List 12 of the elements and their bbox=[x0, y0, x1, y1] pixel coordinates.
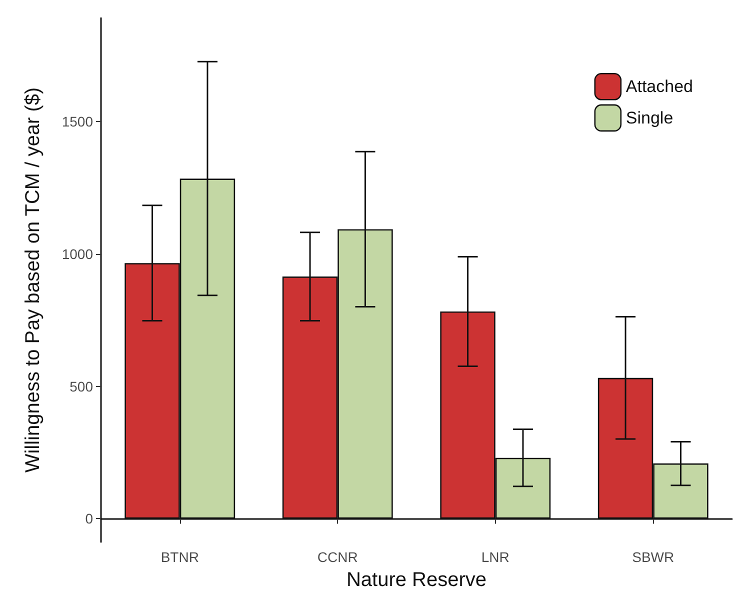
x-tick-label: BTNR bbox=[160, 549, 199, 565]
y-axis-title: Willingness to Pay based on TCM / year ($) bbox=[22, 87, 44, 473]
legend-label: Single bbox=[626, 108, 674, 128]
y-tick-label: 0 bbox=[85, 510, 94, 527]
x-tick-label: LNR bbox=[481, 549, 510, 565]
x-axis-title: Nature Reserve bbox=[346, 569, 487, 591]
x-tick-label: CCNR bbox=[317, 549, 358, 565]
y-tick-label: 1000 bbox=[62, 246, 94, 262]
y-tick-label: 1500 bbox=[62, 114, 94, 130]
x-tick-label: SBWR bbox=[632, 549, 674, 565]
y-tick-label: 500 bbox=[70, 378, 94, 394]
legend-label: Attached bbox=[626, 77, 694, 96]
